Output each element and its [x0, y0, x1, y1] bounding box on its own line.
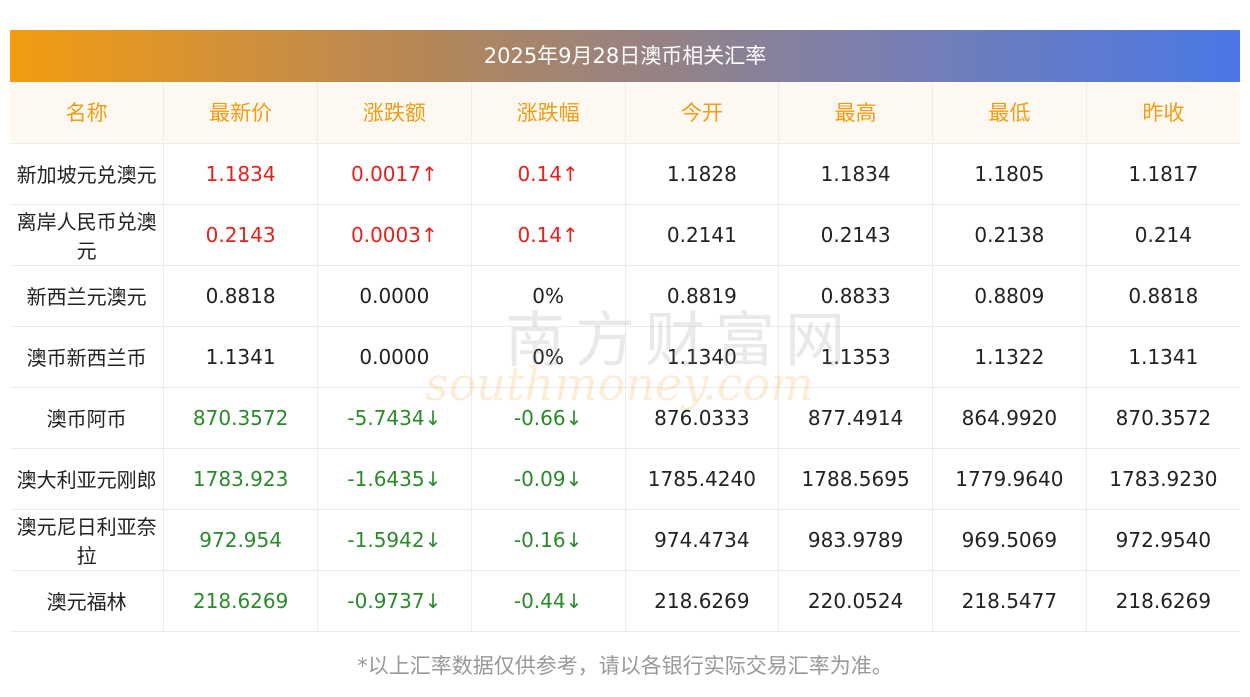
table-row: 新加坡元兑澳元 1.1834 0.0017↑ 0.14↑ 1.1828 1.1834 1.1…: [10, 143, 1240, 205]
cell-open: 0.2141: [625, 204, 780, 266]
cell-change: -1.5942↓: [317, 509, 472, 571]
cell-change: 0.0003↑: [317, 204, 472, 266]
header-high: 最高: [778, 82, 933, 144]
rate-table: 名称 最新价 涨跌额 涨跌幅 今开 最高 最低 昨收 新加坡元兑澳元 1.1834…: [10, 82, 1240, 632]
header-low: 最低: [932, 82, 1087, 144]
cell-low: 0.8809: [932, 265, 1087, 327]
table-row: 澳元尼日利亚奈拉 972.954 -1.5942↓ -0.16↓ 974.4734 983…: [10, 509, 1240, 571]
cell-change: 0.0017↑: [317, 143, 472, 205]
header-name: 名称: [10, 82, 165, 144]
table-row: 澳大利亚元刚郎 1783.923 -1.6435↓ -0.09↓ 1785.4240 17…: [10, 448, 1240, 510]
header-latest: 最新价: [163, 82, 318, 144]
cell-open: 1.1828: [625, 143, 780, 205]
cell-low: 969.5069: [932, 509, 1087, 571]
cell-latest: 870.3572: [163, 387, 318, 449]
cell-name: 澳元福林: [10, 570, 165, 632]
cell-latest: 0.8818: [163, 265, 318, 327]
cell-name: 澳币新西兰币: [10, 326, 165, 388]
table-row: 离岸人民币兑澳元 0.2143 0.0003↑ 0.14↑ 0.2141 0.2143 0.…: [10, 204, 1240, 266]
cell-low: 864.9920: [932, 387, 1087, 449]
table-row: 新西兰元澳元 0.8818 0.0000 0% 0.8819 0.8833 0.8809 0.…: [10, 265, 1240, 327]
cell-high: 1788.5695: [778, 448, 933, 510]
cell-prev: 0.8818: [1086, 265, 1240, 327]
cell-name: 新加坡元兑澳元: [10, 143, 165, 205]
cell-low: 0.2138: [932, 204, 1087, 266]
cell-low: 1.1322: [932, 326, 1087, 388]
cell-high: 877.4914: [778, 387, 933, 449]
cell-latest: 218.6269: [163, 570, 318, 632]
cell-prev: 1783.9230: [1086, 448, 1240, 510]
header-prev: 昨收: [1086, 82, 1240, 144]
cell-open: 974.4734: [625, 509, 780, 571]
cell-prev: 1.1341: [1086, 326, 1240, 388]
cell-name: 澳元尼日利亚奈拉: [10, 509, 165, 571]
cell-change: -5.7434↓: [317, 387, 472, 449]
cell-pct: -0.16↓: [471, 509, 626, 571]
cell-high: 1.1834: [778, 143, 933, 205]
rate-table-panel: 2025年9月28日澳币相关汇率 名称 最新价 涨跌额 涨跌幅 今开 最高 最低…: [10, 30, 1240, 632]
cell-low: 218.5477: [932, 570, 1087, 632]
cell-change: 0.0000: [317, 265, 472, 327]
cell-latest: 972.954: [163, 509, 318, 571]
table-header-row: 名称 最新价 涨跌额 涨跌幅 今开 最高 最低 昨收: [10, 82, 1240, 144]
cell-prev: 218.6269: [1086, 570, 1240, 632]
cell-pct: 0%: [471, 265, 626, 327]
cell-latest: 1.1834: [163, 143, 318, 205]
cell-low: 1779.9640: [932, 448, 1087, 510]
cell-pct: -0.66↓: [471, 387, 626, 449]
cell-high: 983.9789: [778, 509, 933, 571]
cell-prev: 0.214: [1086, 204, 1240, 266]
footnote: *以上汇率数据仅供参考，请以各银行实际交易汇率为准。: [357, 654, 893, 678]
cell-latest: 1.1341: [163, 326, 318, 388]
table-row: 澳元福林 218.6269 -0.9737↓ -0.44↓ 218.6269 220.05…: [10, 570, 1240, 632]
header-pct: 涨跌幅: [471, 82, 626, 144]
cell-prev: 1.1817: [1086, 143, 1240, 205]
cell-name: 澳币阿币: [10, 387, 165, 449]
table-row: 澳币阿币 870.3572 -5.7434↓ -0.66↓ 876.0333 877.49…: [10, 387, 1240, 449]
cell-latest: 1783.923: [163, 448, 318, 510]
cell-pct: -0.44↓: [471, 570, 626, 632]
table-row: 澳币新西兰币 1.1341 0.0000 0% 1.1340 1.1353 1.1322 1.…: [10, 326, 1240, 388]
cell-open: 1.1340: [625, 326, 780, 388]
table-title: 2025年9月28日澳币相关汇率: [10, 30, 1240, 82]
cell-high: 0.8833: [778, 265, 933, 327]
cell-open: 1785.4240: [625, 448, 780, 510]
cell-pct: 0.14↑: [471, 204, 626, 266]
cell-high: 0.2143: [778, 204, 933, 266]
cell-prev: 972.9540: [1086, 509, 1240, 571]
cell-open: 218.6269: [625, 570, 780, 632]
cell-latest: 0.2143: [163, 204, 318, 266]
header-change: 涨跌额: [317, 82, 472, 144]
cell-name: 离岸人民币兑澳元: [10, 204, 165, 266]
cell-low: 1.1805: [932, 143, 1087, 205]
header-open: 今开: [625, 82, 780, 144]
cell-pct: -0.09↓: [471, 448, 626, 510]
cell-open: 0.8819: [625, 265, 780, 327]
cell-pct: 0%: [471, 326, 626, 388]
cell-pct: 0.14↑: [471, 143, 626, 205]
cell-name: 澳大利亚元刚郎: [10, 448, 165, 510]
cell-prev: 870.3572: [1086, 387, 1240, 449]
cell-change: 0.0000: [317, 326, 472, 388]
cell-high: 1.1353: [778, 326, 933, 388]
cell-change: -1.6435↓: [317, 448, 472, 510]
cell-open: 876.0333: [625, 387, 780, 449]
cell-name: 新西兰元澳元: [10, 265, 165, 327]
cell-change: -0.9737↓: [317, 570, 472, 632]
cell-high: 220.0524: [778, 570, 933, 632]
